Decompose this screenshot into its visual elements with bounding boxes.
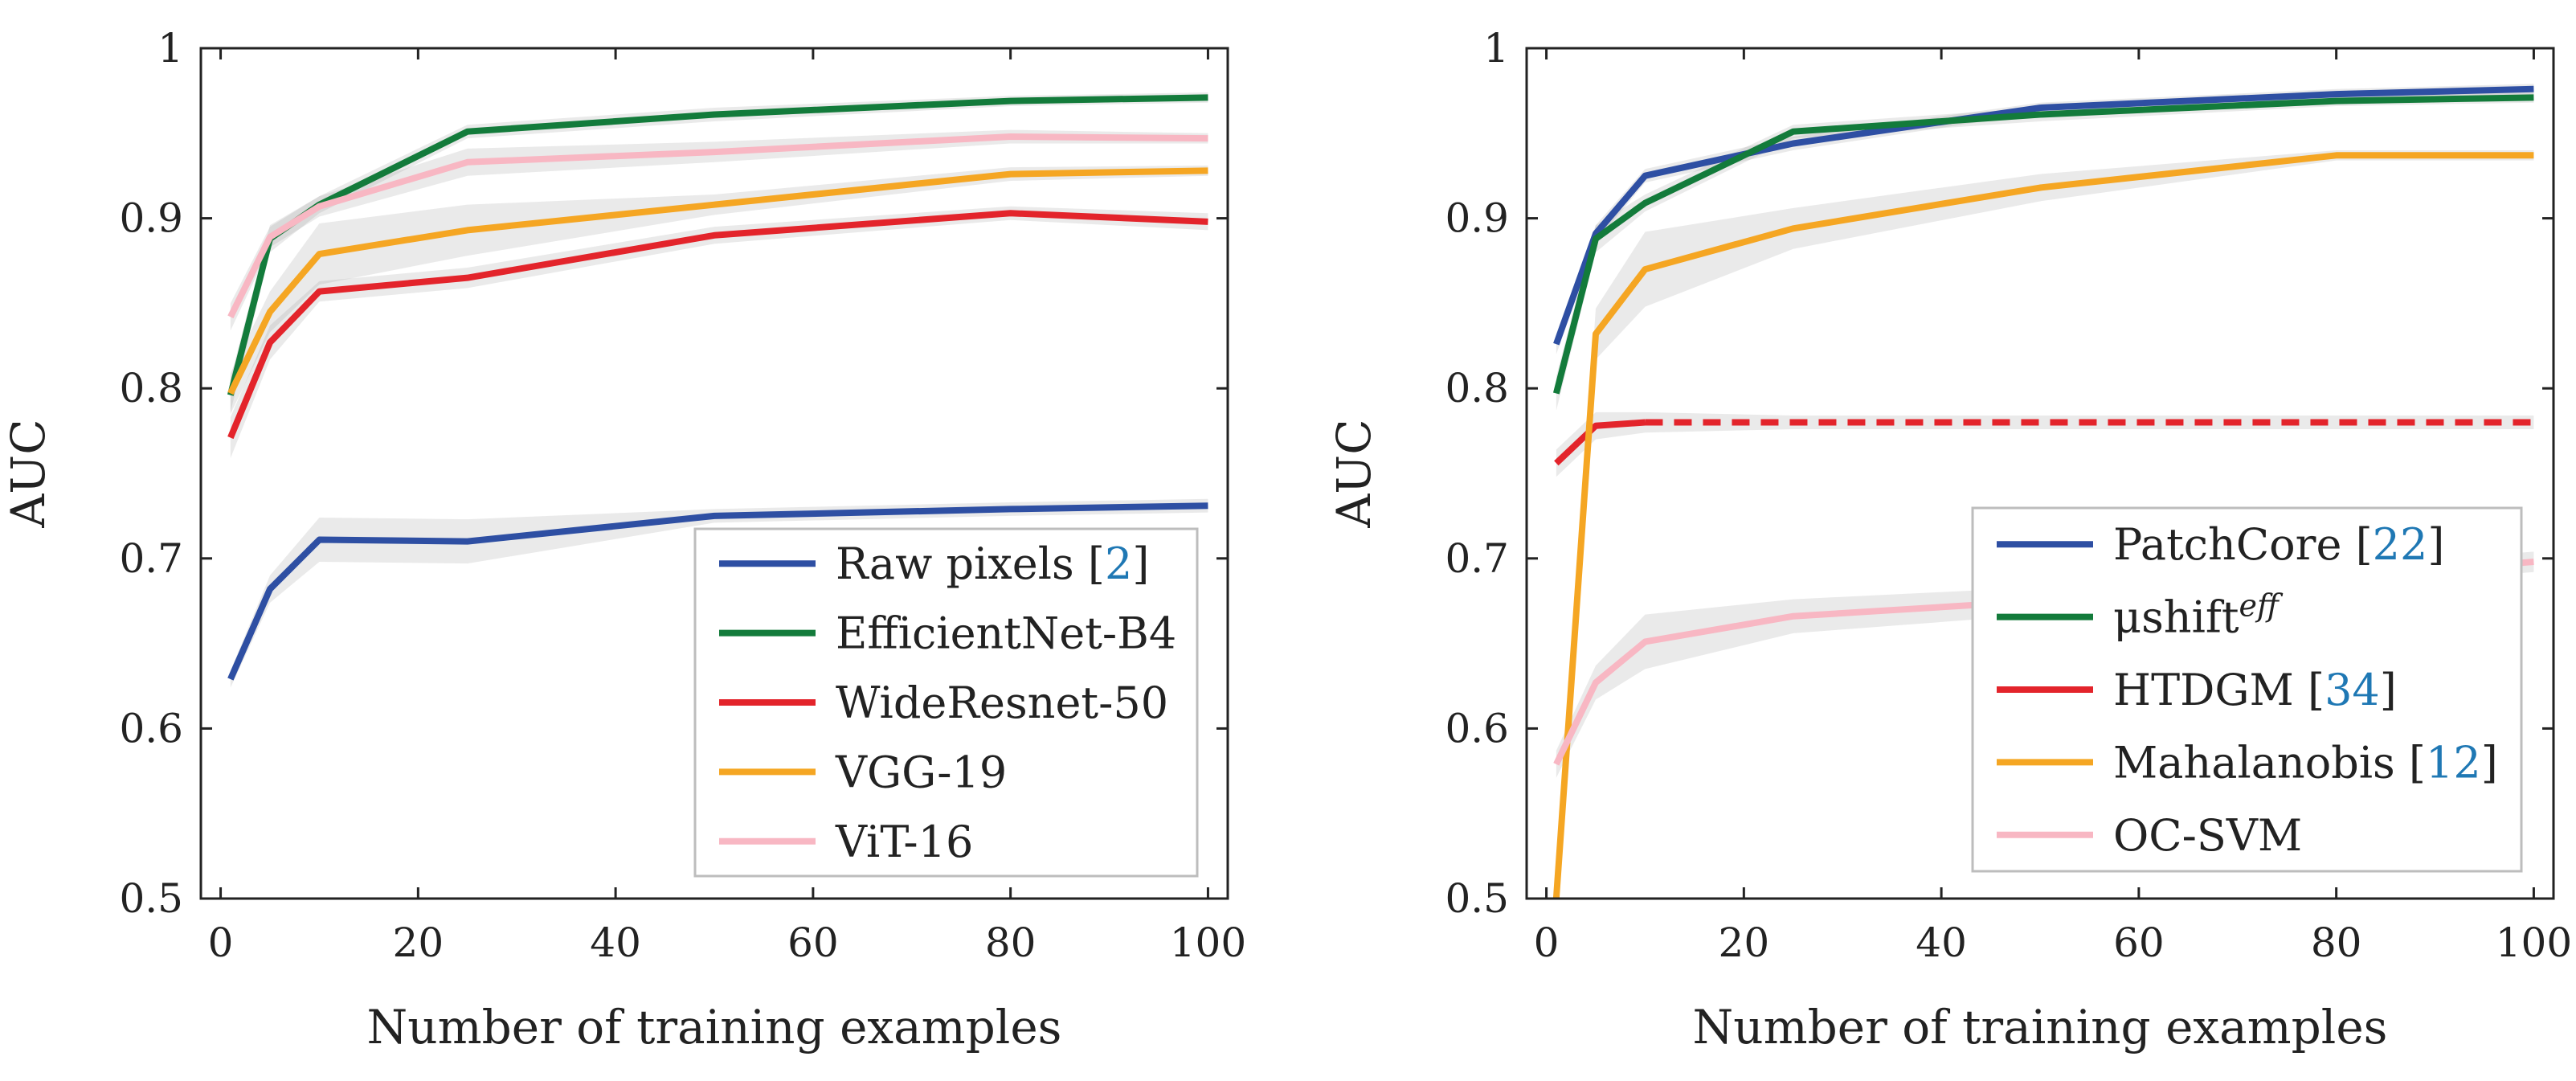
y-tick-label: 0.9 [1445,195,1509,242]
x-tick-label: 0 [1534,919,1560,966]
y-tick-label: 0.5 [1445,875,1509,922]
x-tick-label: 80 [985,919,1037,966]
series-line-1 [1553,85,2534,346]
series-line-4 [1552,152,2534,899]
y-axis-label: AUC [1327,419,1381,528]
series-line-3 [227,210,1208,440]
x-tick-label: 100 [1170,919,1246,966]
x-axis-label: Number of training examples [1693,1000,2388,1054]
legend-label-2: μshifteff [2113,588,2284,643]
plot-frame [199,47,1229,900]
y-tick-label: 0.6 [119,705,183,751]
x-tick-label: 80 [2311,919,2362,966]
x-tick-label: 20 [1719,919,1770,966]
y-axis-label: AUC [1,419,55,528]
x-tick-label: 100 [2496,919,2572,966]
series-line-4 [227,167,1208,395]
x-tick-label: 40 [590,919,641,966]
x-tick-label: 20 [393,919,444,966]
legend: PatchCore [22] μshifteff HTDGM [34] Mahalan… [1971,506,2523,873]
legend-label-5: ViT-16 [835,817,973,867]
series-line-2 [1552,94,2534,395]
confidence-band-5 [1556,551,2534,778]
x-tick-label: 0 [208,919,234,966]
legend-label-3: HTDGM [34] [2113,665,2397,715]
legend-label-4: VGG-19 [835,747,1007,797]
data-layer [1552,84,2534,899]
y-tick-label: 0.8 [119,365,183,412]
legend-label-2: EfficientNet-B4 [836,608,1176,659]
legend: Raw pixels [2] EfficientNet-B4 WideResnet-… [693,527,1199,878]
legend-label-1: Raw pixels [2] [836,538,1149,589]
y-tick-label: 1 [1483,25,1509,72]
x-tick-label: 60 [787,919,839,966]
x-axis-label: Number of training examples [367,1000,1062,1054]
y-tick-label: 0.9 [119,195,183,242]
legend-label-5: OC-SVM [2113,810,2302,861]
series-line-1 [227,502,1208,681]
confidence-band-3 [230,206,1208,458]
x-tick-label: 40 [1916,919,1967,966]
legend-label-4: Mahalanobis [12] [2113,737,2498,788]
y-tick-label: 0.7 [119,535,183,582]
series-line-3-solid [1554,419,1646,466]
y-tick-label: 0.8 [1445,365,1509,412]
confidence-band-3 [1556,412,2534,477]
x-tick-label: 60 [2113,919,2165,966]
data-layer [227,92,1208,688]
y-tick-label: 0.5 [119,875,183,922]
y-tick-label: 0.7 [1445,535,1509,582]
chart-panel-1: 0 20 40 60 80 100 0.5 0.6 0.7 0.8 0.9 1 Number of tr… [1,25,1246,1054]
y-tick-label: 1 [157,25,183,72]
confidence-band-1 [230,498,1208,688]
chart-panel-2: 0 20 40 60 80 100 0.5 0.6 0.7 0.8 0.9 1 Number of tr… [1327,25,2572,1054]
series-line-5 [227,133,1208,319]
plot-frame [1525,47,2555,900]
legend-label-1: PatchCore [22] [2113,519,2444,570]
y-tick-label: 0.6 [1445,705,1509,751]
confidence-band-1 [1556,84,2534,354]
legend-label-3: WideResnet-50 [836,678,1168,728]
